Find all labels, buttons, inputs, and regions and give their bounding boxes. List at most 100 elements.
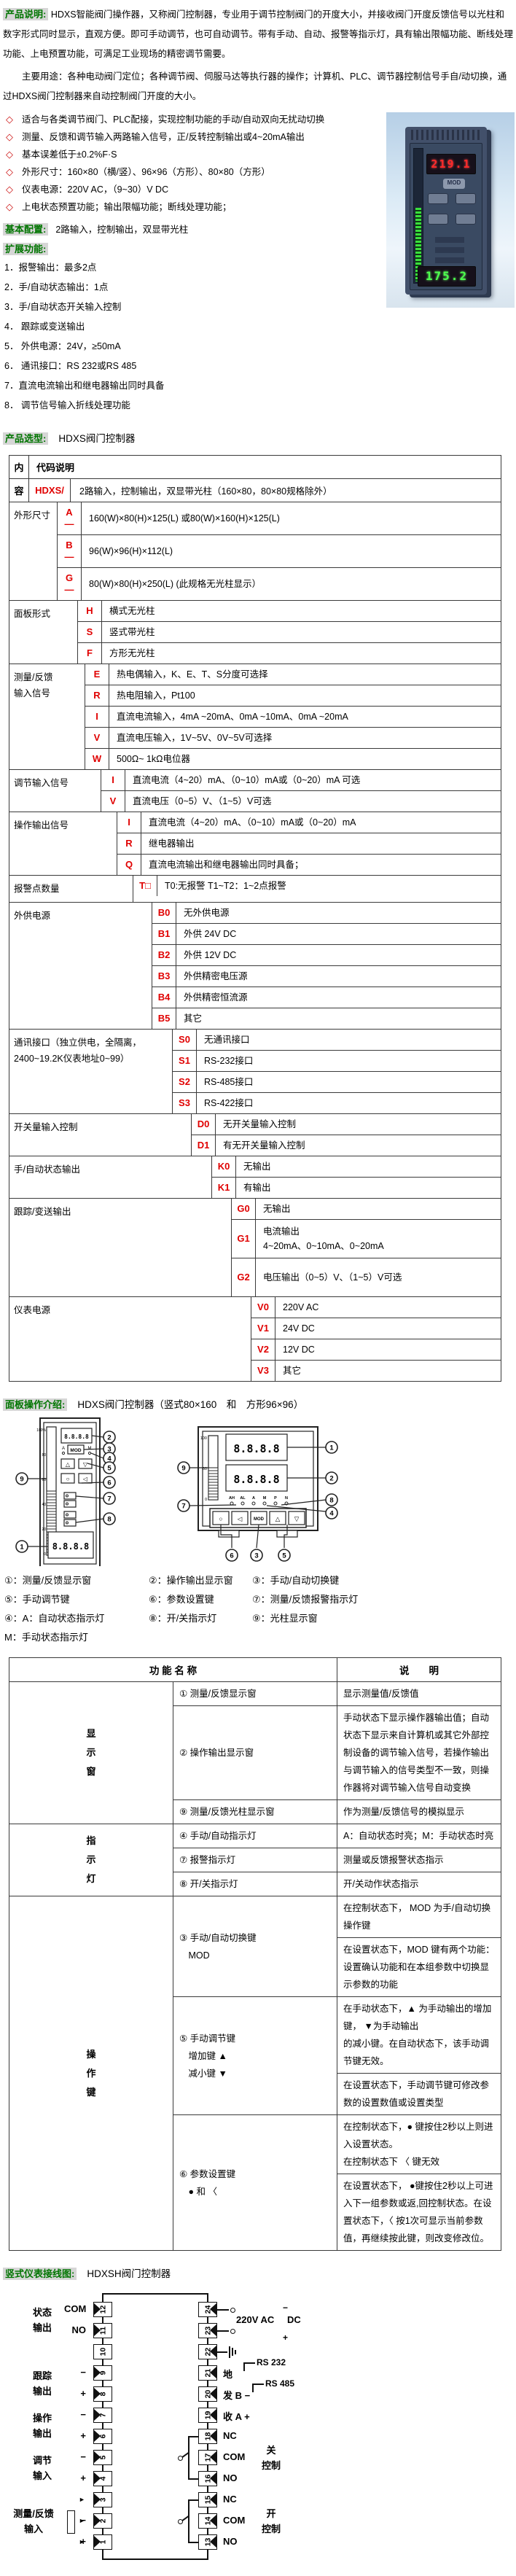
wiring-group-label: 调节 输入 [32,2455,52,2481]
product-description-label: 产品说明: [3,8,49,20]
basic-config-label: 基本配置: [3,223,49,236]
selection-group-label: 跟踪/变送输出 [9,1199,232,1296]
callout-number: 6 [230,1552,233,1560]
feature-bullet-text: 基本误差低于±0.2%F·S [22,149,117,160]
svg-text:0: 0 [205,1498,207,1502]
terminal-box: 14 [198,2513,217,2529]
terminal-wedge-icon [210,2494,216,2505]
selection-option-row: D0 无开关量输入控制 [192,1114,501,1135]
bottom-bus-wire [102,2559,208,2560]
selection-group-label: 仪表电源 [9,1297,251,1381]
callout-number: 7 [107,1495,111,1503]
terminal-box: 4 [93,2471,112,2486]
top-bus-wire [207,2293,208,2302]
selection-group-label: 面板形式 [9,601,78,664]
callout-circle [103,1492,116,1505]
svg-text:100: 100 [200,1436,207,1441]
selection-option-code: B0 [152,903,176,923]
device-display-top: 219.1 [426,154,476,174]
selection-option-code: S1 [173,1051,197,1071]
callout-circle [177,1461,190,1474]
selection-option-row: T□ T0:无报警 T1~T2：1~2点报警 [133,876,501,896]
selection-option-code: F [78,643,102,664]
terminal-label-20: 发 B − [223,2389,251,2401]
selection-group-row: 操作输出信号 I 直流电流（4~20）mA、（0~10）mA或（0~20）mA R 继电… [9,812,501,876]
selection-option-row: A — 160(W)×80(H)×125(L) 或80(W)×160(H)×125… [58,502,501,535]
svg-text:▽: ▽ [83,1461,88,1468]
wiring-label: 竖式仪表接线图: [3,2268,77,2280]
selection-option-code: B1 [152,924,176,944]
selection-option-desc: 无输出 [243,1161,271,1172]
selection-group-row: 外供电源 B0 无外供电源 B1 外供 24V DC B2 外供 12V DC B3 外供精密电… [9,903,501,1030]
callout-number: 7 [181,1503,185,1511]
terminal-box: 17 [198,2450,217,2465]
panel-button-label: ○ [219,1515,222,1522]
selection-group-row: 开关量输入控制 D0 无开关量输入控制 D1 有无开关量输入控制 [9,1114,501,1156]
legend-item: ⑤：手动调节键 [4,1594,70,1605]
selection-option-code: G2 [232,1258,256,1296]
selection-option-desc: 96(W)×96(H)×112(L) [89,546,173,556]
selection-option-desc: 有无开关量输入控制 [223,1140,305,1151]
selection-option-code: Q [117,855,141,875]
terminal-wedge-icon [210,2515,216,2526]
callout-circle [103,1461,116,1474]
selection-option-desc: RS-485接口 [204,1077,254,1087]
function-table-header-row: 功 能 名 称说 明 [9,1657,501,1682]
selection-option-desc: 直流电流（4~20）mA、（0~10）mA或（0~20）mA [149,817,356,828]
callout-number: 5 [282,1552,286,1560]
diamond-bullet-icon: ◇ [6,201,13,212]
function-desc-cell: 在控制状态下， MOD 为手/自动切换操作键 [337,1896,501,1938]
feature-bullet: ◇ 适合与各类调节阀门、PLC配接，实现控制功能的手动/自动双向无扰动切换 [6,111,516,128]
selection-title: HDXS阀门控制器 [58,433,136,444]
svg-text:0: 0 [44,1552,46,1557]
main-usage-paragraph: 主要用途：各种电动阀门定位；各种调节阀、伺服马达等执行器的操作；计算机、PLC、… [3,71,507,101]
svg-text:20: 20 [42,1528,46,1532]
selection-option-row: K0 无输出 [212,1156,501,1178]
selection-option-desc: 外供 12V DC [184,950,237,960]
selection-model-code: HDXS/ [29,479,71,502]
panel-intro-title: HDXS阀门控制器（竖式80×160 和 方形96×96） [77,1399,304,1410]
device-light-column [413,148,423,284]
selection-option-code: G0 [232,1199,256,1219]
selection-content-col-bottom: 容 [9,479,29,502]
selection-option-desc: 无输出 [263,1204,291,1214]
selection-option-code: G — [58,568,82,600]
callout-circle [225,1549,238,1562]
feature-bullet: ◇ 测量、反馈和调节输入两路输入信号，正/反转控制输出或4~20mA输出 [6,128,516,146]
segment-display-small: 8.8.8.8 [64,1433,89,1440]
terminal-box: 11 [93,2323,112,2338]
legend-item: ①：测量/反馈显示窗 [4,1575,92,1586]
function-name-cell: ⑧ 开/关指示灯 [173,1872,337,1896]
selection-option-code: K0 [212,1156,236,1177]
device-set-buttons [428,214,476,225]
callout-number: 4 [329,1510,334,1518]
terminal-wedge-icon [94,2494,101,2505]
selection-option-code: W [85,749,109,769]
selection-options: E 热电偶输入，K、E、T、S分度可选择 R 热电阻输入，Pt100 I 直流电流输入，4… [85,664,501,769]
callout-number: 9 [20,1476,23,1484]
svg-text:8.8.8.8: 8.8.8.8 [233,1442,279,1455]
selection-option-code: B — [58,535,82,567]
function-name-cell: ④ 手动/自动指示灯 [173,1824,337,1848]
diamond-bullet-icon: ◇ [6,149,13,160]
rs485-wire [252,2383,254,2392]
selection-code-header: 代码说明 [36,462,75,473]
callout-number: 8 [107,1516,111,1524]
terminal-number: 10 [98,2347,107,2357]
selection-option-row: B5 其它 [152,1008,501,1029]
selection-options: K0 无输出 K1 有输出 [212,1156,501,1198]
function-group-cell: 操 作 键 [9,1896,173,2251]
function-table-row: ⑨ 测量/反馈光柱显示窗 作为测量/反馈信号的模拟显示 [9,1799,501,1824]
selection-option-row: V2 12V DC [251,1339,501,1361]
terminal-wedge-icon [210,2451,216,2463]
svg-text:A: A [62,1447,65,1451]
terminal-box: 21 [198,2365,217,2381]
function-name-cell: ① 测量/反馈显示窗 [173,1681,337,1706]
relay-wire [188,2541,198,2543]
selection-option-desc: 方形无光柱 [109,648,155,658]
legend-item: ⑨：光柱显示窗 [252,1613,318,1624]
selection-option-desc: 外供 24V DC [184,929,237,939]
selection-option-code: B4 [152,987,176,1008]
selection-group-row: 报警点数量 T□ T0:无报警 T1~T2：1~2点报警 [9,876,501,903]
